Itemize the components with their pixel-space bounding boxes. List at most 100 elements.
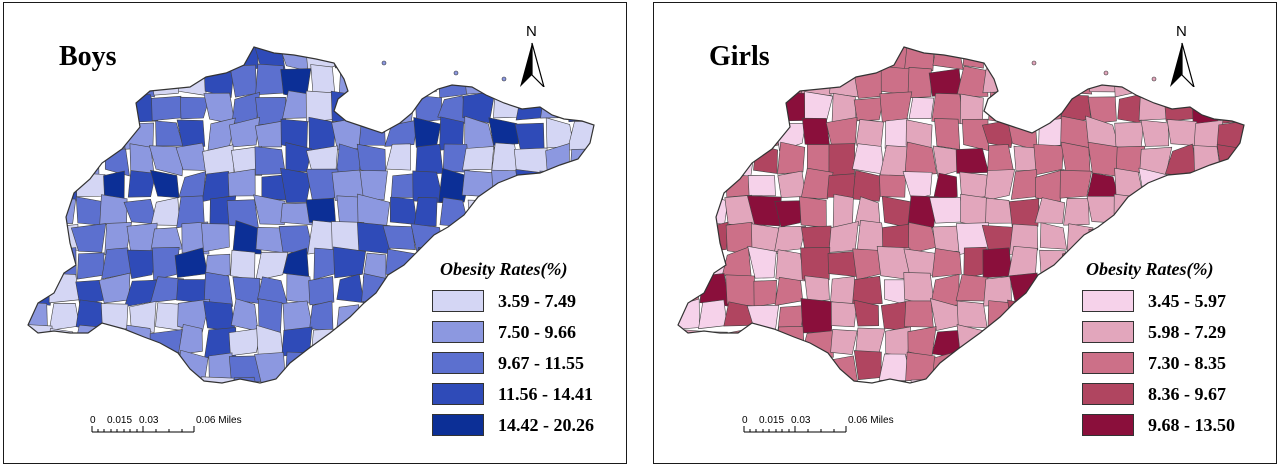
map-region — [1247, 224, 1275, 254]
map-region — [829, 67, 860, 98]
legend-swatch — [432, 321, 484, 343]
map-region — [678, 350, 703, 383]
map-region — [148, 145, 185, 177]
map-region — [721, 148, 755, 178]
map-region — [542, 222, 572, 254]
boys-legend-item: 14.42 - 20.26 — [432, 414, 612, 438]
map-region — [592, 223, 594, 251]
map-region — [597, 68, 624, 96]
map-region — [516, 201, 547, 227]
map-region — [830, 301, 858, 328]
map-region — [678, 47, 701, 73]
map-region — [436, 221, 468, 256]
map-region — [467, 199, 494, 224]
map-region — [564, 196, 594, 230]
map-region — [1170, 196, 1198, 227]
map-region — [931, 248, 962, 278]
map-region — [204, 47, 236, 73]
map-region — [678, 222, 699, 253]
legend-swatch — [1082, 290, 1134, 312]
map-region — [1035, 352, 1066, 383]
map-region — [331, 47, 363, 69]
map-region — [1011, 326, 1037, 356]
girls-province-outline — [677, 46, 1245, 384]
map-region — [877, 380, 910, 383]
map-region — [1010, 352, 1041, 383]
map-region — [1034, 197, 1066, 224]
girls-legend-item: 5.98 - 7.29 — [1082, 321, 1262, 345]
map-region — [410, 223, 443, 255]
map-region — [779, 353, 805, 382]
map-region — [775, 91, 807, 122]
map-region — [308, 116, 336, 151]
map-region — [414, 94, 442, 123]
map-region — [282, 300, 314, 332]
map-region — [1191, 219, 1219, 254]
map-region — [228, 327, 262, 356]
map-region — [592, 116, 594, 151]
map-region — [28, 246, 50, 280]
map-region — [928, 68, 962, 97]
map-region — [852, 169, 884, 202]
map-region — [721, 246, 752, 277]
map-region — [415, 143, 444, 175]
map-region — [1215, 67, 1244, 97]
scale-label: 0.06 Miles — [196, 415, 242, 426]
map-region — [48, 272, 81, 304]
map-region — [1138, 47, 1169, 71]
map-region — [751, 92, 782, 124]
map-region — [390, 330, 415, 356]
map-region — [1039, 249, 1066, 279]
map-region — [385, 274, 417, 307]
map-region — [73, 351, 107, 382]
map-region — [1063, 198, 1090, 226]
map-region — [1007, 96, 1042, 123]
map-region — [151, 379, 181, 383]
map-region — [883, 279, 908, 305]
map-region — [956, 65, 989, 97]
map-region — [310, 328, 339, 356]
map-region — [102, 351, 131, 383]
map-region — [567, 120, 594, 151]
map-region — [852, 143, 885, 175]
map-region — [857, 380, 884, 383]
map-region — [28, 93, 49, 119]
map-region — [1194, 197, 1224, 230]
map-region — [100, 380, 132, 383]
legend-label: 5.98 - 7.29 — [1148, 322, 1226, 342]
girls-legend-item: 7.30 - 8.35 — [1082, 352, 1262, 376]
map-region — [853, 97, 885, 122]
map-region — [203, 300, 236, 333]
map-region — [678, 247, 705, 280]
map-region — [100, 326, 131, 359]
girls-legend-title: Obesity Rates(%) — [1086, 259, 1214, 279]
map-region — [333, 356, 364, 380]
map-region — [907, 66, 932, 99]
map-region — [28, 117, 54, 150]
map-region — [461, 170, 495, 198]
map-region — [76, 252, 105, 280]
map-region — [879, 174, 906, 198]
map-region — [1217, 94, 1244, 124]
map-region — [695, 169, 724, 201]
map-region — [987, 300, 1012, 333]
map-region — [955, 148, 989, 174]
map-region — [1139, 193, 1169, 229]
legend-swatch — [1082, 414, 1134, 436]
map-region — [982, 247, 1013, 279]
legend-swatch — [432, 383, 484, 405]
boys-north-label: N — [526, 23, 537, 40]
map-region — [463, 66, 495, 95]
map-region — [258, 382, 289, 383]
map-region — [359, 170, 388, 201]
map-region — [49, 380, 78, 383]
map-region — [1249, 170, 1275, 195]
map-region — [597, 249, 620, 281]
map-region — [286, 273, 313, 304]
map-region — [229, 116, 261, 148]
map-region — [910, 378, 937, 383]
map-region — [904, 141, 937, 176]
map-region — [129, 351, 156, 383]
map-region — [363, 357, 392, 383]
map-region — [97, 92, 133, 122]
